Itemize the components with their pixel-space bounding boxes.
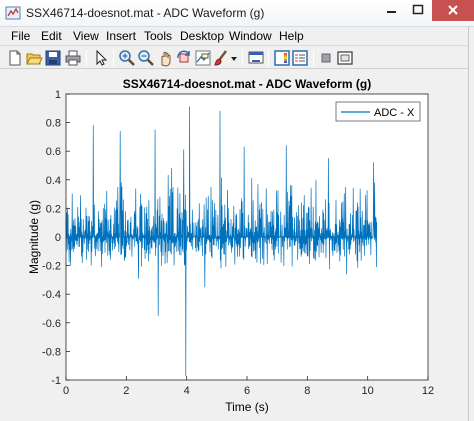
minimize-button[interactable] xyxy=(378,0,404,21)
x-tick-label: 2 xyxy=(123,385,129,397)
insert-legend-icon[interactable] xyxy=(291,49,309,67)
data-cursor-icon[interactable] xyxy=(194,49,212,67)
legend-box xyxy=(335,101,421,122)
y-tick-label: 0 xyxy=(55,232,61,244)
y-tick-label: -0.4 xyxy=(42,289,61,301)
plot-title: SSX46714-doesnot.mat - ADC Waveform (g) xyxy=(123,77,372,91)
pan-icon[interactable] xyxy=(156,49,174,67)
y-tick-label: -0.6 xyxy=(42,318,61,330)
series-adc-x xyxy=(65,106,378,377)
show-plot-tools-icon[interactable] xyxy=(336,49,354,67)
maximize-button[interactable] xyxy=(405,0,431,21)
toolbar-separator xyxy=(268,50,269,66)
menu-help[interactable]: Help xyxy=(279,29,304,43)
axes-box xyxy=(65,93,429,381)
x-tick-label: 6 xyxy=(244,385,250,397)
brush-icon[interactable] xyxy=(212,49,230,67)
y-tick-label: 0.2 xyxy=(46,203,61,215)
x-tick-label: 12 xyxy=(422,385,434,397)
link-plot-icon[interactable] xyxy=(247,49,265,67)
x-tick-label: 10 xyxy=(362,385,374,397)
menu-insert[interactable]: Insert xyxy=(106,29,137,43)
menu-edit[interactable]: Edit xyxy=(41,29,62,43)
waveform-line-adc-x[interactable] xyxy=(65,106,378,377)
toolbar-separator xyxy=(86,50,87,66)
menu-tools[interactable]: Tools xyxy=(144,29,173,43)
menu-bar: File Edit View Insert Tools Desktop Wind… xyxy=(0,27,474,45)
y-tick-label: 1 xyxy=(55,89,61,101)
y-axis-label: Magnitude (g) xyxy=(27,200,41,274)
y-tick-label: -0.2 xyxy=(42,261,61,273)
close-icon xyxy=(448,5,458,15)
y-tick-label: -0.8 xyxy=(42,346,61,358)
plot-svg: SSX46714-doesnot.mat - ADC Waveform (g) … xyxy=(27,77,434,414)
zoom-in-icon[interactable] xyxy=(118,49,136,67)
title-bar[interactable]: SSX46714-doesnot.mat - ADC Waveform (g) xyxy=(0,0,474,27)
legend-label: ADC - X xyxy=(374,107,415,119)
rotate-3d-icon[interactable] xyxy=(175,49,193,67)
x-tick-label: 8 xyxy=(304,385,310,397)
save-icon[interactable] xyxy=(44,49,62,67)
open-file-icon[interactable] xyxy=(25,49,43,67)
menu-file[interactable]: File xyxy=(11,29,31,43)
x-axis-label: Time (s) xyxy=(225,400,269,414)
menu-window[interactable]: Window xyxy=(229,29,272,43)
brush-dropdown-icon[interactable] xyxy=(229,49,239,67)
minimize-icon xyxy=(387,11,396,13)
zoom-out-icon[interactable] xyxy=(137,49,155,67)
edit-plot-arrow-icon[interactable] xyxy=(92,49,110,67)
window-title: SSX46714-doesnot.mat - ADC Waveform (g) xyxy=(26,6,265,20)
y-tick-label: 0.4 xyxy=(46,175,61,187)
toolbar-separator xyxy=(113,50,114,66)
new-figure-icon[interactable] xyxy=(6,49,24,67)
figure-canvas: SSX46714-doesnot.mat - ADC Waveform (g) … xyxy=(0,70,474,421)
window-border xyxy=(468,27,474,421)
x-tick-label: 0 xyxy=(63,385,69,397)
matlab-figure-icon xyxy=(5,5,21,21)
toolbar-separator xyxy=(313,50,314,66)
y-tick-label: 0.8 xyxy=(46,118,61,130)
insert-colorbar-icon[interactable] xyxy=(273,49,291,67)
y-tick-label: -1 xyxy=(51,375,61,387)
menu-desktop[interactable]: Desktop xyxy=(180,29,225,43)
print-icon[interactable] xyxy=(64,49,82,67)
close-button[interactable] xyxy=(432,0,474,21)
toolbar-separator xyxy=(242,50,243,66)
figure-toolbar xyxy=(0,45,474,69)
x-tick-label: 4 xyxy=(184,385,190,397)
hide-plot-tools-icon[interactable] xyxy=(317,49,335,67)
menu-view[interactable]: View xyxy=(73,29,99,43)
legend[interactable]: ADC - X xyxy=(335,101,421,122)
maximize-icon xyxy=(412,4,424,15)
axis-ticks: 0 2 4 6 8 10 12 1 0.8 0.6 0.4 0.2 0 -0.2 -0.4 -0.6 -0.8 -… xyxy=(42,89,434,397)
y-tick-label: 0.6 xyxy=(46,146,61,158)
